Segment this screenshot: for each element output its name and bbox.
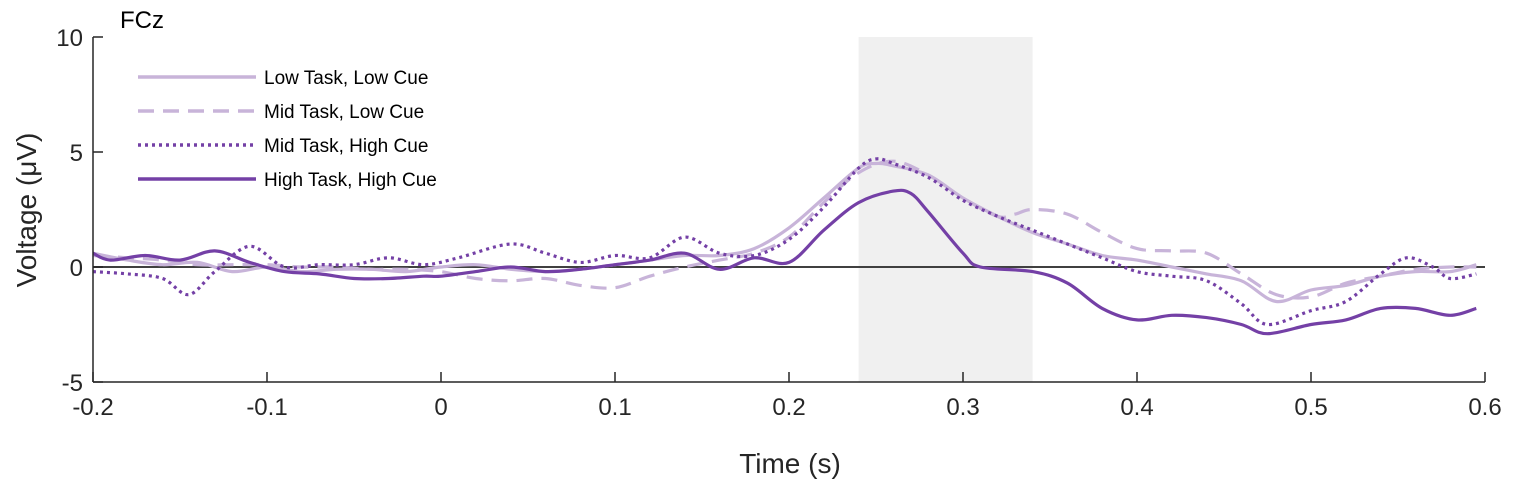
- x-tick-label: 0.2: [772, 394, 805, 421]
- series-line-2: [92, 159, 1477, 300]
- series-line-4: [92, 188, 1477, 336]
- y-tick-label: 0: [70, 255, 83, 282]
- x-tick-label: 0: [434, 394, 447, 421]
- x-axis-label: Time (s): [739, 448, 841, 479]
- chart-title: FCz: [120, 7, 164, 34]
- y-axis-label: Voltage (μV): [11, 133, 42, 288]
- shaded-window: [858, 37, 1033, 382]
- axes: -0.2 -0.1 0 0.1 0.2 0.3 0.4 0.5 0.6 -5 0 5 10: [56, 25, 1501, 421]
- legend-label-1: Low Task, Low Cue: [264, 68, 428, 89]
- x-tick-label: 0.1: [598, 394, 631, 421]
- legend-label-2: Mid Task, Low Cue: [264, 102, 424, 123]
- y-tick-label: 10: [56, 25, 83, 52]
- x-tick-label: -0.1: [246, 394, 287, 421]
- legend-label-3: Mid Task, High Cue: [264, 136, 428, 157]
- legend: Low Task, Low Cue Mid Task, Low Cue Mid Ta…: [138, 68, 437, 191]
- legend-label-4: High Task, High Cue: [264, 170, 437, 191]
- series-layer: [92, 157, 1477, 336]
- x-tick-label: 0.5: [1294, 394, 1327, 421]
- x-tick-label: -0.2: [72, 394, 113, 421]
- x-tick-label: 0.3: [946, 394, 979, 421]
- x-tick-label: 0.4: [1120, 394, 1153, 421]
- x-tick-label: 0.6: [1468, 394, 1501, 421]
- y-tick-label: 5: [70, 140, 83, 167]
- series-line-1: [92, 161, 1477, 304]
- y-tick-label: -5: [62, 370, 83, 397]
